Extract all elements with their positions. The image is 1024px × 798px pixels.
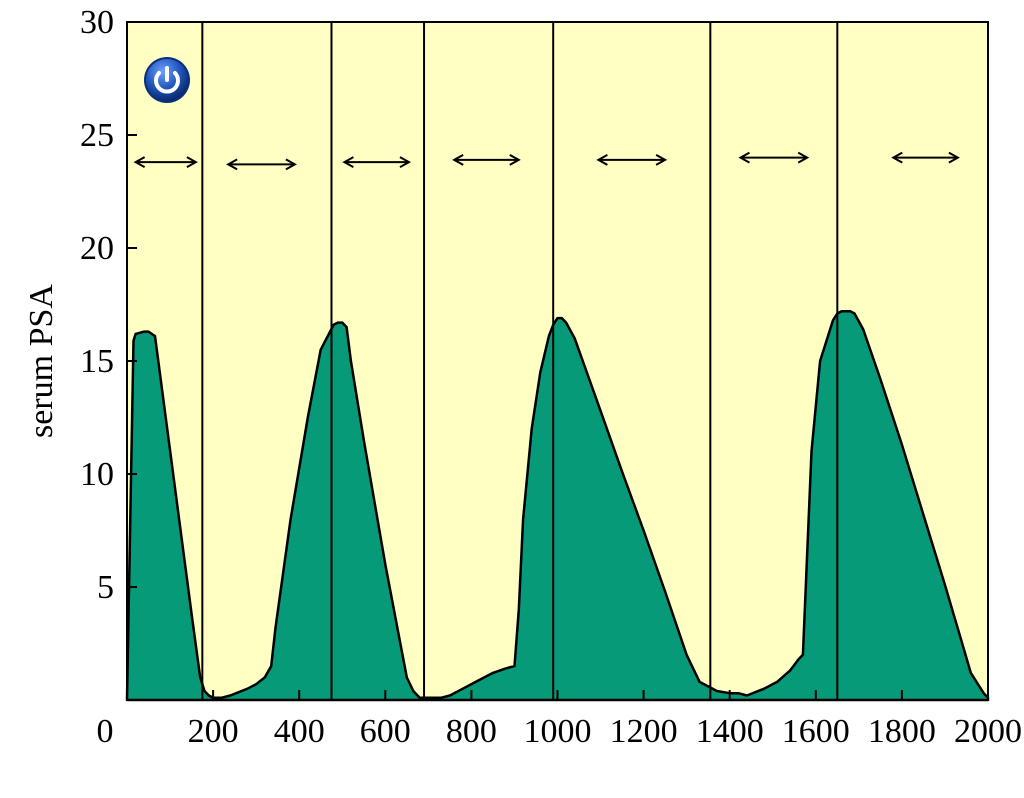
interval-arrow-6 xyxy=(891,151,960,164)
psa-area-series-0 xyxy=(125,310,990,702)
y-tick-label-0: 5 xyxy=(97,569,114,606)
y-ticks-layer: 5 10 15 20 25 30 xyxy=(80,4,137,606)
interval-arrow-4 xyxy=(596,153,668,166)
x-tick-label-5: 1000 xyxy=(524,713,592,750)
y-tick-label-3: 20 xyxy=(80,230,114,267)
y-tick-label-1: 10 xyxy=(80,456,114,493)
y-tick-label-2: 15 xyxy=(80,343,114,380)
y-tick-label-4: 25 xyxy=(80,117,114,154)
x-tick-label-1: 200 xyxy=(188,713,239,750)
x-ticks-layer: 0 200 400 600 800 1000 1200 1400 1600 1800 2000 xyxy=(97,690,1022,750)
x-tick-label-10: 2000 xyxy=(954,713,1022,750)
x-tick-label-6: 1200 xyxy=(610,713,678,750)
x-tick-label-0: 0 xyxy=(97,713,114,750)
x-tick-label-4: 800 xyxy=(446,713,497,750)
interval-arrow-1 xyxy=(226,158,297,171)
x-tick-label-8: 1600 xyxy=(782,713,850,750)
x-tick-label-3: 600 xyxy=(360,713,411,750)
arrows-layer xyxy=(133,151,960,171)
x-tick-label-2: 400 xyxy=(274,713,325,750)
x-tick-label-7: 1400 xyxy=(696,713,764,750)
area-layer xyxy=(125,310,990,702)
interval-arrow-3 xyxy=(452,153,521,166)
interval-arrow-2 xyxy=(342,156,412,168)
y-axis-label: serum PSA xyxy=(23,284,60,438)
x-tick-label-9: 1800 xyxy=(868,713,936,750)
y-tick-label-5: 30 xyxy=(80,4,114,41)
power-icon[interactable] xyxy=(143,56,191,104)
interval-arrow-0 xyxy=(133,156,198,168)
vertical-lines-layer xyxy=(201,22,839,700)
interval-arrow-5 xyxy=(738,151,810,164)
